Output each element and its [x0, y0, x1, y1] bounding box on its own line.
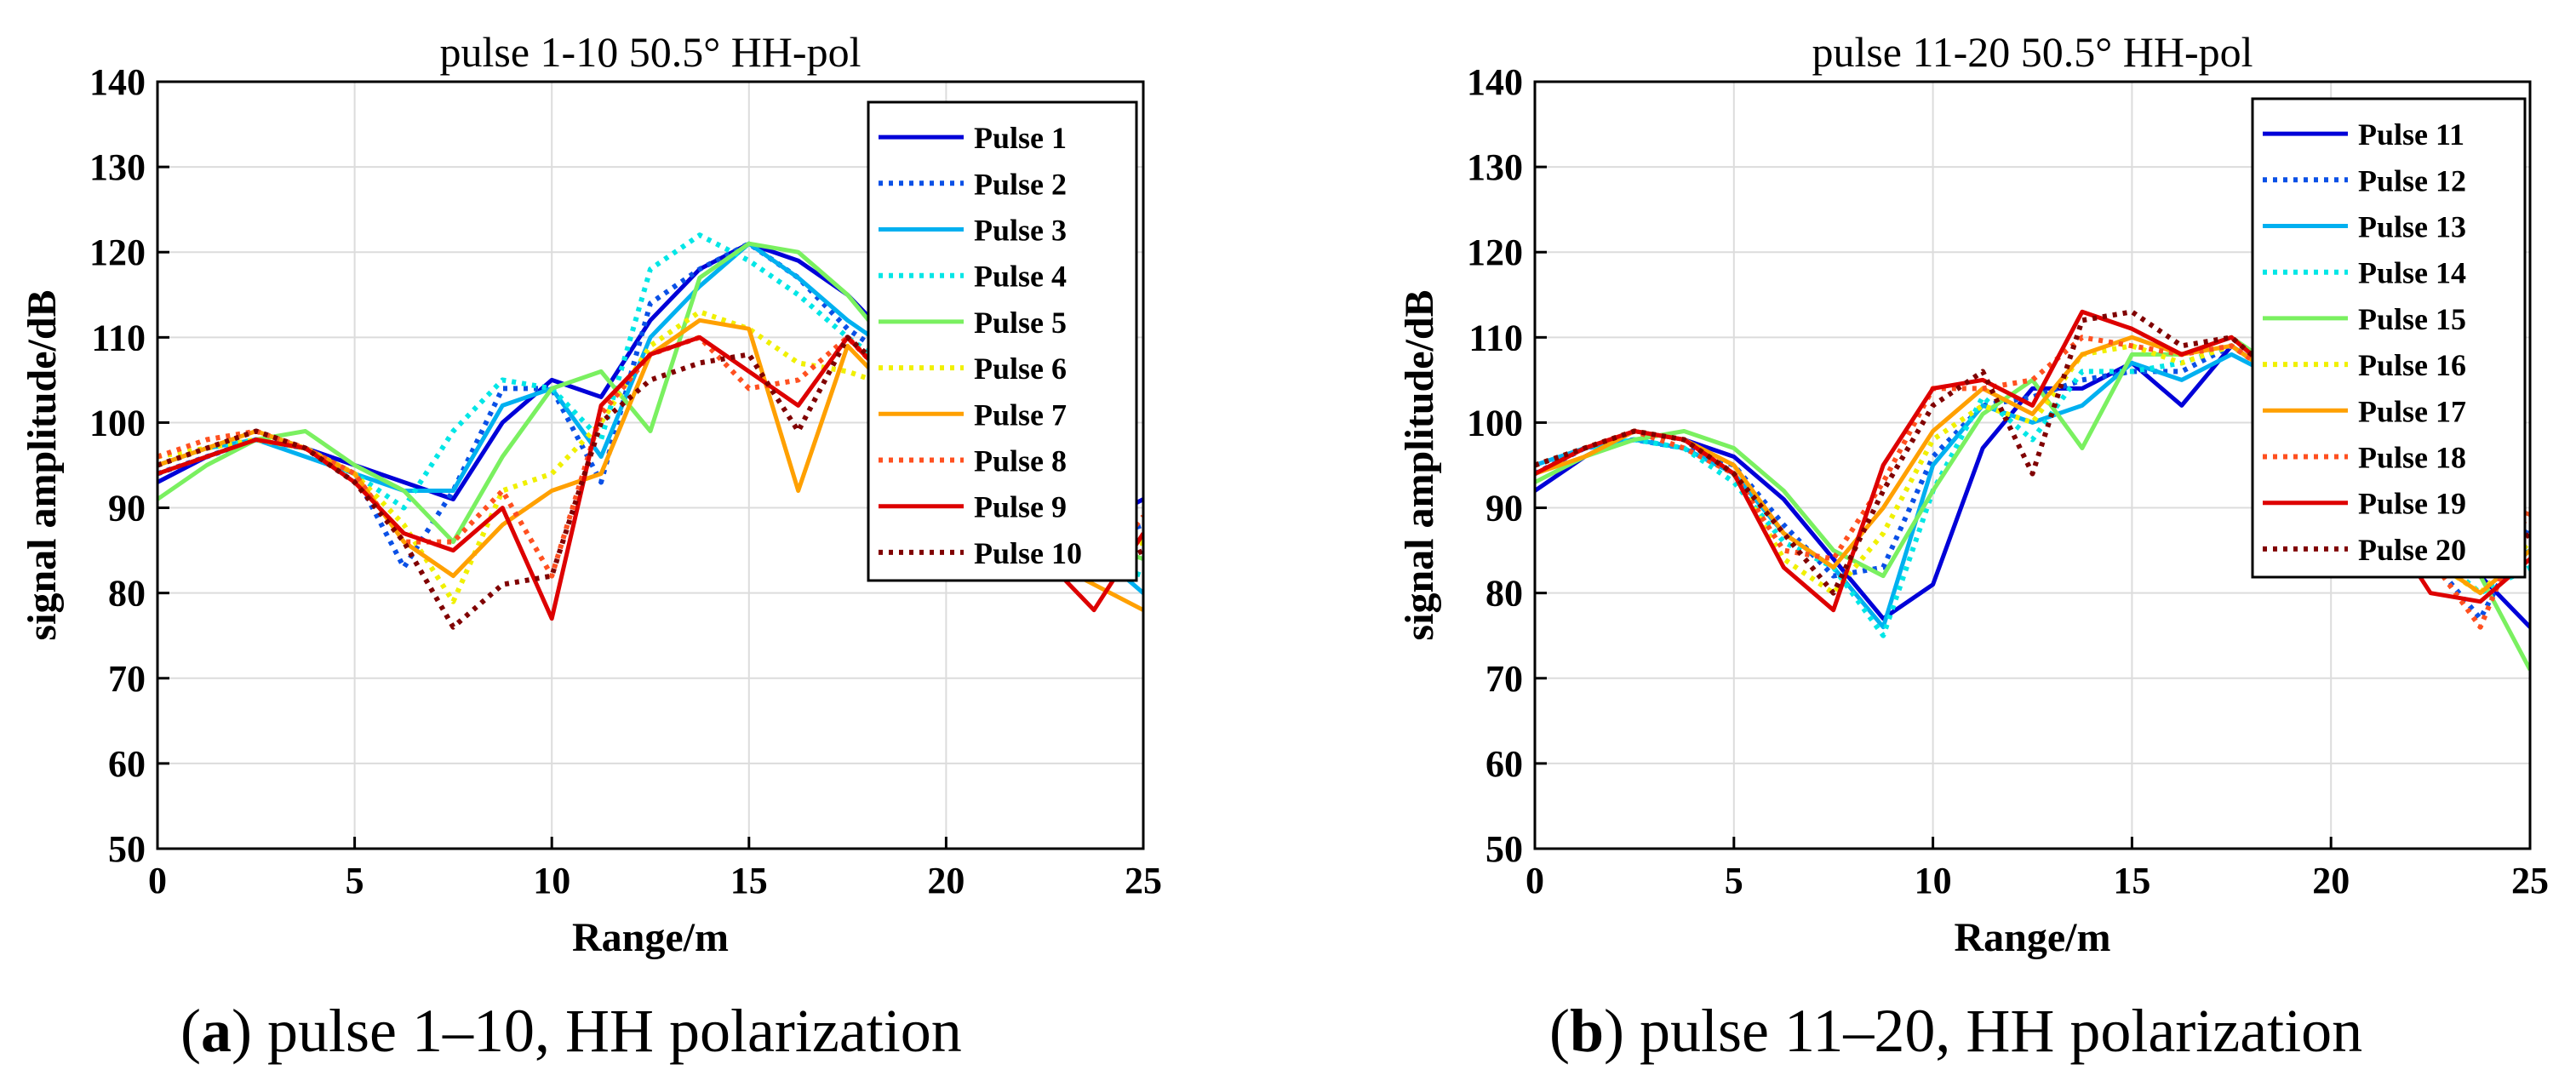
x-tick-label: 10 — [533, 860, 570, 901]
x-axis-label: Range/m — [572, 915, 729, 960]
caption-a-text: pulse 1–10, HH polarization — [266, 997, 962, 1065]
x-tick-label: 20 — [927, 860, 965, 901]
series-line-pulse-2 — [157, 241, 1143, 570]
legend-label: Pulse 9 — [974, 490, 1067, 524]
legend-label: Pulse 12 — [2358, 163, 2466, 197]
x-tick-label: 5 — [346, 860, 364, 901]
x-tick-label: 0 — [148, 860, 167, 901]
legend-label: Pulse 20 — [2358, 533, 2466, 567]
legend-label: Pulse 13 — [2358, 210, 2466, 244]
legend-label: Pulse 5 — [974, 306, 1067, 340]
legend-label: Pulse 16 — [2358, 348, 2466, 382]
y-tick-label: 130 — [1467, 146, 1523, 188]
y-tick-label: 70 — [1485, 658, 1523, 700]
legend-box — [2251, 97, 2527, 579]
caption-a-letter: a — [200, 997, 232, 1065]
legend-label: Pulse 14 — [2358, 256, 2466, 290]
x-tick-label: 25 — [1125, 860, 1162, 901]
legend-label: Pulse 15 — [2358, 302, 2466, 336]
legend-label: Pulse 11 — [2358, 117, 2464, 152]
y-tick-label: 130 — [89, 146, 146, 188]
y-tick-label: 90 — [1485, 488, 1523, 529]
legend: Pulse 1 Pulse 2 Pulse 3 Pulse 4 Pulse 5 Pulse… — [867, 100, 1138, 582]
legend-label: Pulse 7 — [974, 398, 1067, 432]
legend-label: Pulse 1 — [974, 121, 1067, 155]
y-axis-label: signal amplitude/dB — [20, 289, 65, 640]
legend-label: Pulse 3 — [974, 214, 1067, 248]
axes-frame — [156, 80, 1145, 850]
y-tick-label: 60 — [108, 743, 146, 785]
chart-panel-1: 0 5 10 15 20 25 50 60 70 80 90 100 110 120 130 140 pulse… — [20, 28, 1162, 960]
x-tick-label: 10 — [1915, 860, 1952, 901]
y-tick-label: 50 — [108, 828, 146, 870]
axes-frame — [1533, 80, 2532, 850]
y-tick-label: 100 — [1467, 402, 1523, 443]
chart-title: pulse 1-10 50.5° HH-pol — [440, 28, 862, 76]
y-tick-label: 110 — [91, 317, 146, 358]
y-tick-label: 70 — [108, 658, 146, 700]
y-tick-label: 120 — [89, 232, 146, 273]
x-tick-label: 20 — [2312, 860, 2350, 901]
caption-b-letter: b — [1569, 997, 1605, 1065]
y-tick-label: 80 — [108, 573, 146, 615]
x-tick-label: 5 — [1725, 860, 1743, 901]
x-tick-label: 15 — [730, 860, 768, 901]
legend-label: Pulse 2 — [974, 167, 1067, 201]
legend-label: Pulse 4 — [974, 260, 1067, 294]
legend: Pulse 11 Pulse 12 Pulse 13 Pulse 14 Pulse 15… — [2251, 97, 2527, 579]
x-tick-label: 0 — [1526, 860, 1544, 901]
series-line-pulse-14 — [1535, 343, 2530, 638]
series-line-pulse-18 — [1535, 335, 2530, 630]
y-tick-label: 100 — [89, 402, 146, 443]
chart-panel-2: 0 5 10 15 20 25 50 60 70 80 90 100 110 120 130 140 pulse… — [1397, 28, 2549, 960]
x-tick-label: 25 — [2511, 860, 2549, 901]
legend-label: Pulse 8 — [974, 444, 1067, 478]
series-line-pulse-4 — [157, 232, 1143, 579]
y-tick-label: 140 — [1467, 61, 1523, 103]
caption-b: (b) pulse 11–20, HH polarization — [1549, 997, 2363, 1065]
y-tick-label: 110 — [1468, 317, 1523, 358]
y-axis-label: signal amplitude/dB — [1397, 289, 1442, 640]
chart-title: pulse 11-20 50.5° HH-pol — [1812, 28, 2253, 76]
y-tick-label: 50 — [1485, 828, 1523, 870]
y-tick-label: 60 — [1485, 743, 1523, 785]
y-tick-label: 120 — [1467, 232, 1523, 273]
x-tick-label: 15 — [2113, 860, 2150, 901]
legend-label: Pulse 18 — [2358, 441, 2466, 475]
y-tick-label: 90 — [108, 488, 146, 529]
y-tick-label: 80 — [1485, 573, 1523, 615]
y-tick-label: 140 — [89, 61, 146, 103]
caption-a: (a) pulse 1–10, HH polarization — [180, 997, 962, 1065]
series-line-pulse-20 — [1535, 309, 2530, 596]
series-line-pulse-10 — [157, 335, 1143, 630]
legend-label: Pulse 10 — [974, 536, 1082, 570]
legend-label: Pulse 19 — [2358, 487, 2466, 521]
legend-label: Pulse 6 — [974, 352, 1067, 386]
x-axis-label: Range/m — [1955, 915, 2111, 960]
legend-label: Pulse 17 — [2358, 394, 2466, 428]
caption-b-text: pulse 11–20, HH polarization — [1640, 997, 2363, 1065]
